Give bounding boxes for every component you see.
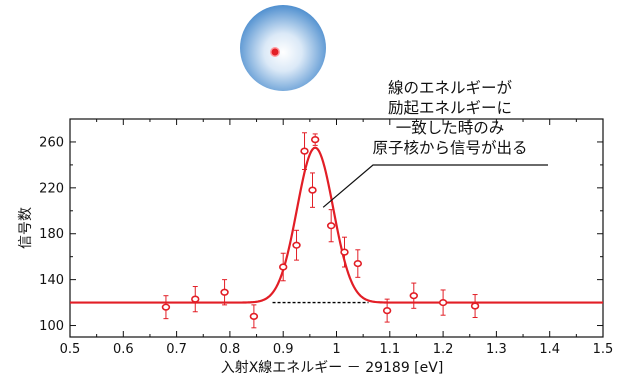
point-marker — [438, 298, 448, 307]
point-marker — [310, 136, 320, 144]
point-marker — [191, 295, 200, 303]
data-point — [340, 236, 349, 268]
point-marker — [308, 186, 317, 194]
annotation-pointer-line — [322, 164, 548, 208]
y-tick-label: 140 — [39, 273, 64, 288]
x-tick-label: 0.9 — [273, 342, 294, 357]
x-tick-label: 0.6 — [113, 342, 134, 357]
x-tick-label: 0.8 — [220, 342, 241, 357]
x-tick-label: 1.5 — [593, 342, 614, 357]
annotation-text: 線のエネルギーが 励起エネルギーに 一致した時のみ 原子核から信号が出る — [352, 78, 548, 158]
y-axis-label: 信号数 — [18, 207, 34, 249]
data-point — [470, 294, 480, 318]
point-marker — [300, 147, 309, 155]
point-marker — [161, 303, 171, 311]
data-point — [220, 279, 229, 306]
annotation-line: 一致した時のみ — [395, 119, 505, 137]
data-point — [382, 298, 392, 323]
point-marker — [326, 222, 336, 230]
gaussian-fit-curve — [70, 146, 603, 304]
data-point — [292, 229, 301, 261]
point-marker — [340, 248, 349, 256]
x-axis-label: 入射X線エネルギー － 29189 [eV] — [221, 360, 444, 376]
data-point — [191, 286, 200, 313]
data-point — [310, 133, 320, 146]
data-point — [161, 295, 171, 320]
annotation-line: 原子核から信号が出る — [372, 139, 528, 157]
annotation-line: 線のエネルギーが — [387, 79, 512, 97]
y-tick-label: 260 — [39, 135, 64, 150]
data-point — [300, 132, 309, 170]
point-marker — [279, 263, 288, 271]
x-tick-label: 0.7 — [166, 342, 187, 357]
point-marker — [409, 292, 418, 300]
data-point — [308, 172, 317, 208]
x-tick-label: 1 — [332, 342, 340, 357]
ticks-layer: 0.5 0.6 0.7 0.8 0.9 1 1.1 1.2 1.3 1.4 1.5 100 140 180… — [39, 119, 613, 357]
x-tick-label: 1.3 — [486, 342, 507, 357]
fit-layer — [70, 146, 603, 304]
points-layer — [161, 132, 480, 329]
annotation-line: 励起エネルギーに — [387, 99, 512, 117]
x-tick-label: 1.4 — [539, 342, 560, 357]
point-marker — [470, 302, 480, 310]
data-point — [409, 282, 418, 309]
point-marker — [220, 288, 229, 296]
atom-nucleus-icon — [240, 5, 326, 91]
data-point — [249, 304, 259, 329]
x-tick-label: 0.5 — [60, 342, 81, 357]
data-point — [326, 209, 336, 243]
x-tick-label: 1.1 — [379, 342, 400, 357]
point-marker — [249, 312, 259, 320]
y-tick-label: 180 — [39, 227, 64, 242]
y-tick-label: 100 — [39, 319, 64, 334]
data-point — [279, 252, 288, 282]
data-point — [353, 249, 363, 278]
data-point — [438, 289, 448, 316]
x-tick-label: 1.2 — [433, 342, 454, 357]
point-marker — [292, 241, 301, 249]
point-marker — [382, 307, 392, 315]
point-marker — [353, 259, 363, 268]
y-tick-label: 220 — [39, 181, 64, 196]
